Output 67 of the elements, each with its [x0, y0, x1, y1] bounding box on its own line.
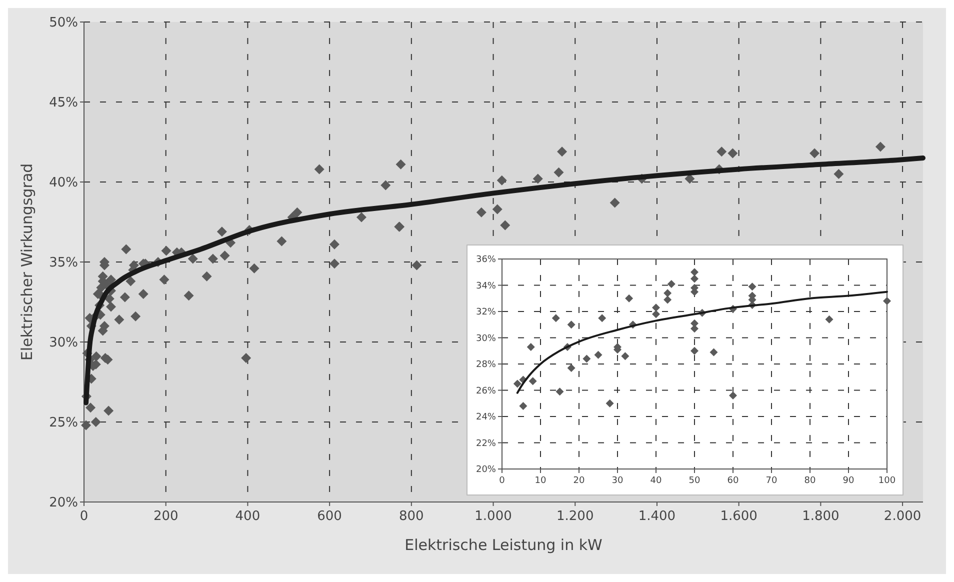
point [526, 342, 535, 351]
x-tick-label: 1.600 [720, 509, 758, 524]
x-tick-label: 40 [650, 476, 662, 486]
x-tick-label: 50 [688, 476, 700, 486]
x-tick-label: 0 [499, 476, 506, 486]
point [664, 296, 672, 304]
point [652, 310, 660, 318]
y-tick-label: 35% [49, 256, 78, 271]
y-axis-title: Elektrischer Wirkungsgrad [18, 163, 36, 361]
point [528, 377, 537, 386]
y-tick-label: 25% [49, 416, 78, 431]
x-tick-label: 1.800 [802, 509, 840, 524]
y-tick-label: 30% [49, 336, 78, 351]
y-tick-label: 34% [476, 281, 496, 292]
point [883, 297, 891, 305]
y-tick-label: 32% [476, 308, 496, 318]
point [594, 350, 602, 359]
point [690, 274, 698, 283]
x-tick-label: 800 [399, 509, 424, 524]
x-tick-label: 80 [804, 476, 816, 486]
point [567, 364, 576, 372]
y-tick-label: 22% [476, 438, 496, 449]
point [513, 380, 522, 388]
point [598, 314, 606, 322]
x-tick-label: 10 [534, 476, 546, 486]
point [690, 268, 698, 276]
point [652, 304, 660, 312]
point [667, 280, 676, 288]
point [552, 314, 560, 322]
point [606, 399, 614, 408]
x-tick-label: 70 [766, 476, 778, 486]
x-tick-label: 100 [878, 476, 896, 486]
x-tick-label: 1.400 [638, 509, 676, 524]
point [710, 348, 718, 356]
y-tick-label: 30% [476, 334, 496, 344]
x-tick-label: 1.000 [474, 509, 512, 524]
x-axis-title: Elektrische Leistung in kW [404, 536, 603, 554]
y-tick-label: 20% [49, 496, 78, 511]
point [748, 282, 756, 291]
x-tick-label: 90 [842, 476, 854, 486]
point [625, 294, 634, 302]
x-tick-label: 600 [317, 509, 342, 524]
x-tick-label: 200 [153, 509, 178, 524]
x-tick-label: 1.200 [556, 509, 594, 524]
y-tick-label: 40% [49, 176, 78, 191]
y-tick-label: 28% [476, 360, 496, 370]
y-tick-label: 50% [49, 16, 78, 31]
point [690, 346, 698, 355]
point [664, 289, 672, 298]
x-tick-label: 0 [80, 509, 88, 524]
y-tick-label: 45% [49, 96, 78, 111]
y-tick-label: 36% [476, 255, 496, 266]
point [567, 320, 576, 329]
point [729, 392, 737, 400]
point [825, 315, 834, 324]
point [556, 388, 564, 396]
y-tick-label: 26% [476, 386, 496, 396]
x-tick-label: 2.000 [884, 509, 922, 524]
x-tick-label: 30 [612, 476, 624, 486]
point [519, 402, 528, 410]
point [582, 354, 591, 363]
y-tick-label: 20% [476, 465, 496, 476]
x-tick-label: 400 [235, 509, 260, 524]
point [621, 352, 630, 360]
x-tick-label: 20 [573, 476, 585, 486]
x-tick-label: 60 [727, 476, 739, 486]
y-tick-label: 24% [476, 412, 496, 423]
